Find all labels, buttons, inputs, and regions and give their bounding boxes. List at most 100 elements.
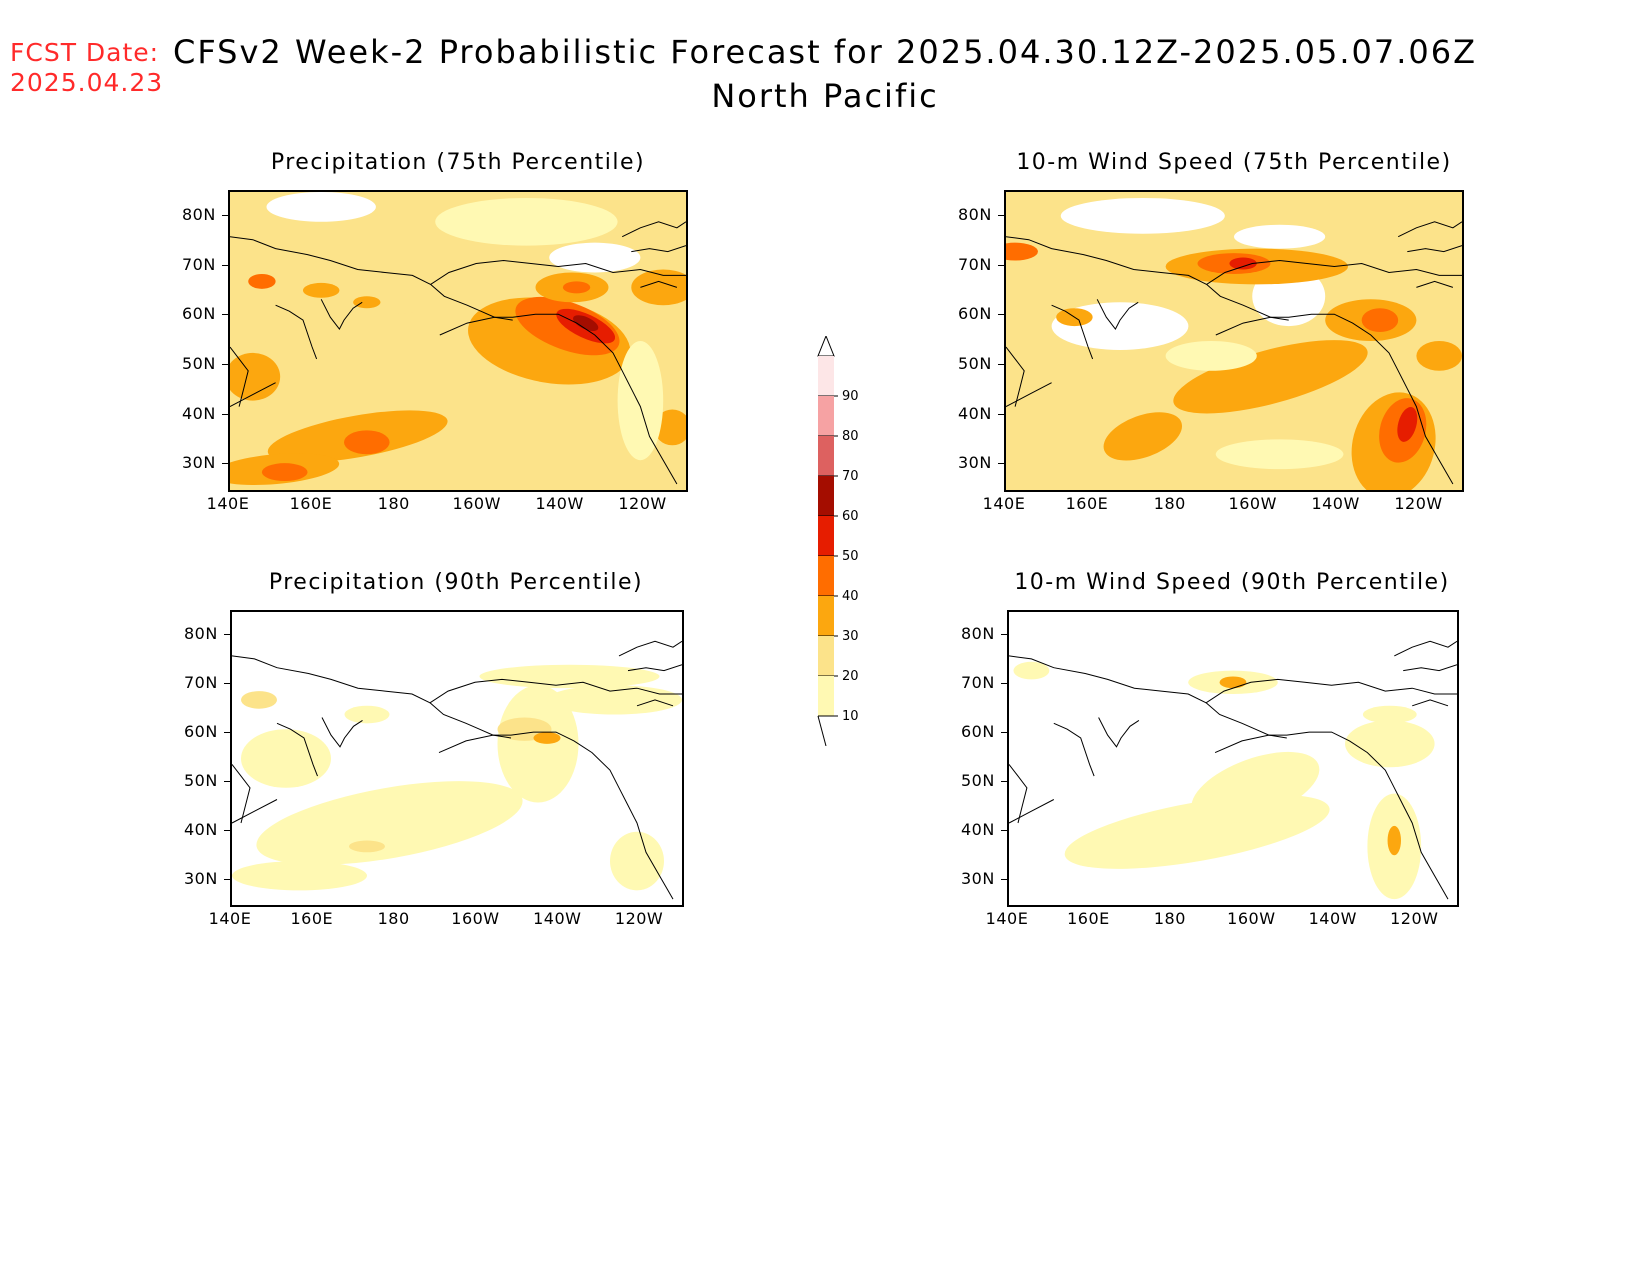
lat-tick-mark: [224, 878, 230, 880]
lat-tick-mark: [998, 264, 1004, 266]
contour-region: [1234, 224, 1326, 249]
colorbar-legend: 90 80 70 60 50 40 30 20 10: [800, 334, 870, 747]
lat-tick-label: 30N: [182, 453, 216, 473]
coastline: [230, 346, 249, 407]
lat-tick-mark: [1001, 780, 1007, 782]
lat-tick-label: 50N: [961, 770, 995, 790]
coastline: [1006, 382, 1052, 408]
lat-tick-label: 70N: [961, 673, 995, 693]
contour-region: [1229, 257, 1257, 270]
lat-tick-mark: [1001, 634, 1007, 636]
lat-tick-mark: [998, 363, 1004, 365]
panel-title-precip75: Precipitation (75th Percentile): [270, 150, 646, 175]
contour-region: [479, 664, 660, 689]
lon-tick-label: 120W: [1390, 909, 1439, 928]
coastline: [1394, 640, 1457, 657]
lat-tick-label: 80N: [961, 624, 995, 644]
colorbar-label: 50: [842, 549, 859, 564]
lon-tick-label: 180: [1153, 494, 1186, 513]
coastline: [1096, 299, 1139, 331]
lat-tick-label: 60N: [182, 304, 216, 324]
lon-tick-label: 120W: [614, 909, 664, 928]
lat-tick-mark: [222, 413, 228, 415]
coastline: [1098, 717, 1140, 748]
contour-region: [549, 242, 641, 273]
colorbar-label: 80: [842, 429, 859, 444]
colorbar-swatch: [818, 556, 834, 596]
contour-region: [241, 691, 277, 709]
colorbar-swatch: [818, 676, 834, 716]
lon-tick-label: 180: [377, 909, 410, 928]
lat-tick-label: 40N: [184, 819, 218, 839]
contour-region: [1060, 197, 1225, 234]
lon-tick-label: 160W: [452, 494, 501, 513]
coastline: [230, 382, 276, 408]
forecast-date-label: FCST Date:: [10, 38, 160, 67]
contour-region: [533, 732, 561, 744]
contour-region: [435, 197, 618, 246]
coastline: [1416, 280, 1454, 288]
forecast-date-block: FCST Date: 2025.04.23: [10, 38, 163, 98]
lat-tick-label: 40N: [958, 403, 992, 423]
contour-region: [1006, 242, 1038, 261]
coastline: [640, 280, 678, 288]
coastline: [1403, 664, 1457, 672]
lat-tick-mark: [998, 314, 1004, 316]
coastline: [1053, 722, 1095, 777]
colorbar-top-arrow: [817, 334, 835, 357]
coastline: [1009, 764, 1028, 824]
lat-tick-mark: [222, 463, 228, 465]
lat-tick-mark: [222, 264, 228, 266]
map-wind-75th: [1004, 190, 1464, 492]
lat-tick-mark: [1001, 829, 1007, 831]
lon-tick-label: 160E: [290, 909, 334, 928]
forecast-date-value: 2025.04.23: [10, 68, 164, 97]
coastline: [430, 284, 678, 485]
lat-tick-mark: [222, 363, 228, 365]
contour-region: [1362, 705, 1417, 724]
coastline: [1215, 316, 1289, 336]
contour-region: [1165, 341, 1257, 371]
colorbar-svg: 90 80 70 60 50 40 30 20 10: [817, 334, 859, 747]
colorbar-swatch: [818, 516, 834, 556]
lon-tick-label: 180: [377, 494, 410, 513]
coastline: [1206, 284, 1454, 485]
lon-tick-label: 140W: [1311, 494, 1360, 513]
contour-region: [248, 273, 276, 289]
lat-tick-mark: [222, 314, 228, 316]
contour-region: [241, 729, 331, 788]
coastline: [1009, 655, 1457, 704]
coastline: [1407, 245, 1462, 253]
contour-region: [261, 463, 308, 482]
contour-region: [547, 685, 682, 715]
lat-tick-label: 80N: [958, 204, 992, 224]
coastline: [230, 236, 686, 285]
coastline: [1412, 699, 1449, 707]
lat-tick-label: 60N: [958, 304, 992, 324]
map-precip-75th: [228, 190, 688, 492]
coastline: [321, 717, 363, 748]
lon-tick-label: 160E: [1067, 909, 1110, 928]
region-subtitle: North Pacific: [711, 77, 939, 115]
coastline: [232, 799, 278, 824]
contour-region: [1215, 439, 1344, 470]
colorbar-label: 30: [842, 629, 859, 644]
lat-tick-label: 30N: [184, 868, 218, 888]
lat-tick-label: 80N: [184, 624, 218, 644]
coastline: [275, 304, 318, 360]
contour-region: [302, 282, 340, 298]
lat-tick-label: 70N: [958, 254, 992, 274]
contour-region: [610, 831, 664, 891]
colorbar-label: 90: [842, 389, 859, 404]
lon-tick-label: 140E: [208, 909, 252, 928]
lat-tick-mark: [1001, 683, 1007, 685]
lat-tick-mark: [998, 214, 1004, 216]
coastline: [1397, 221, 1462, 238]
colorbar-label: 40: [842, 589, 859, 604]
map-svg: [1006, 192, 1462, 490]
lat-tick-mark: [224, 634, 230, 636]
lat-tick-label: 30N: [958, 453, 992, 473]
contour-region: [1416, 341, 1462, 371]
colorbar-label: 10: [842, 709, 859, 724]
lon-tick-label: 160W: [1228, 494, 1277, 513]
